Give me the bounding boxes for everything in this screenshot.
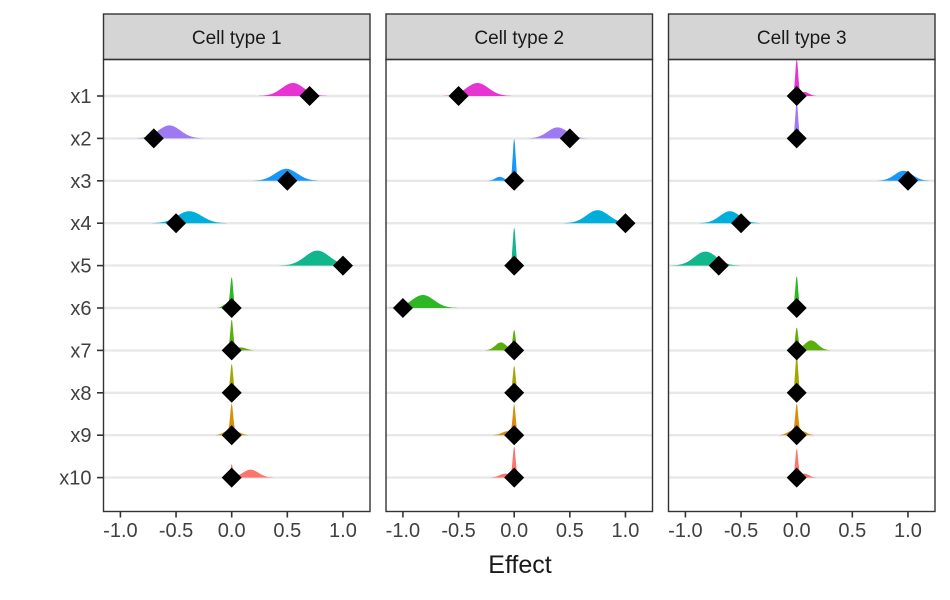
density-x5 <box>386 228 653 266</box>
effect-point-x7 <box>221 340 242 361</box>
panel-border <box>102 58 371 513</box>
density-x2 <box>668 103 935 139</box>
x-tick-label: -1.0 <box>103 520 137 542</box>
effect-point-x10 <box>504 467 525 488</box>
effect-point-x9 <box>504 425 525 446</box>
y-tick-label-x3: x3 <box>70 171 91 193</box>
effect-point-x4 <box>615 213 636 234</box>
effect-point-x6 <box>392 298 413 318</box>
density-x1 <box>386 83 653 96</box>
density-x1 <box>668 59 935 96</box>
density-x5 <box>103 250 370 266</box>
effect-point-x5 <box>708 255 729 276</box>
density-x3 <box>668 170 935 181</box>
x-tick-label: -0.5 <box>724 520 758 542</box>
effect-point-x5 <box>332 255 353 276</box>
effect-point-x1 <box>786 86 807 106</box>
x-tick-label: 0.0 <box>783 520 811 542</box>
y-tick-label-x4: x4 <box>70 213 91 235</box>
density-x1 <box>103 83 370 96</box>
x-tick-label: -1.0 <box>668 520 702 542</box>
effect-point-x3 <box>277 170 298 191</box>
effect-point-x8 <box>504 382 525 403</box>
y-tick-label-x10: x10 <box>59 468 91 490</box>
y-tick-label-x1: x1 <box>70 86 91 108</box>
panel-border <box>385 58 654 513</box>
x-tick-label: -0.5 <box>159 520 193 542</box>
effect-point-x5 <box>504 255 525 276</box>
effect-point-x3 <box>504 170 525 191</box>
effect-point-x10 <box>221 467 242 488</box>
density-x4 <box>103 211 370 224</box>
effect-point-x6 <box>221 298 242 318</box>
density-x5 <box>668 251 935 266</box>
effect-point-x4 <box>731 213 752 234</box>
y-tick-label-x7: x7 <box>70 340 91 362</box>
effect-point-x2 <box>559 128 580 149</box>
x-tick-label: 1.0 <box>612 520 640 542</box>
x-tick-label: 0.0 <box>500 520 528 542</box>
y-tick-label-x6: x6 <box>70 298 91 320</box>
effect-point-x2 <box>786 128 807 149</box>
density-x3 <box>386 139 653 181</box>
effect-point-x1 <box>448 86 469 106</box>
effect-point-x9 <box>221 425 242 446</box>
density-x6 <box>386 295 653 308</box>
x-tick-label: 0.5 <box>838 520 866 542</box>
x-tick-label: -1.0 <box>386 520 420 542</box>
facet-strip <box>667 13 936 61</box>
x-tick-label: 0.5 <box>556 520 584 542</box>
effect-point-x4 <box>166 213 187 234</box>
x-tick-label: 1.0 <box>329 520 357 542</box>
density-x8 <box>668 355 935 393</box>
effect-point-x8 <box>786 382 807 403</box>
density-x3 <box>103 168 370 181</box>
density-x2 <box>386 127 653 139</box>
y-tick-label-x2: x2 <box>70 128 91 150</box>
facet-strip <box>102 13 371 61</box>
effect-point-x1 <box>299 86 320 106</box>
effect-point-x9 <box>786 425 807 446</box>
density-x2 <box>103 125 370 139</box>
effect-point-x2 <box>143 128 164 149</box>
effect-point-x7 <box>504 340 525 361</box>
x-tick-label: 0.5 <box>273 520 301 542</box>
density-layer <box>668 59 935 478</box>
panel-border <box>667 58 936 513</box>
density-layer <box>103 83 370 478</box>
density-x4 <box>386 210 653 224</box>
facet-strip-label: Cell type 2 <box>474 28 564 49</box>
density-x4 <box>668 211 935 224</box>
y-tick-label-x9: x9 <box>70 425 91 447</box>
y-tick-label-x5: x5 <box>70 256 91 278</box>
x-tick-label: -0.5 <box>441 520 475 542</box>
effect-point-x10 <box>786 467 807 488</box>
y-tick-label-x8: x8 <box>70 383 91 405</box>
x-axis-title: Effect <box>488 551 552 579</box>
x-tick-label: 1.0 <box>894 520 922 542</box>
density-layer <box>386 83 653 478</box>
facet-strip-label: Cell type 1 <box>192 28 282 49</box>
facet-strip-label: Cell type 3 <box>757 28 847 49</box>
effect-point-x7 <box>786 340 807 361</box>
effect-point-x3 <box>897 170 918 191</box>
x-tick-label: 0.0 <box>218 520 246 542</box>
effect-point-x8 <box>221 382 242 403</box>
effect-point-x6 <box>786 298 807 318</box>
